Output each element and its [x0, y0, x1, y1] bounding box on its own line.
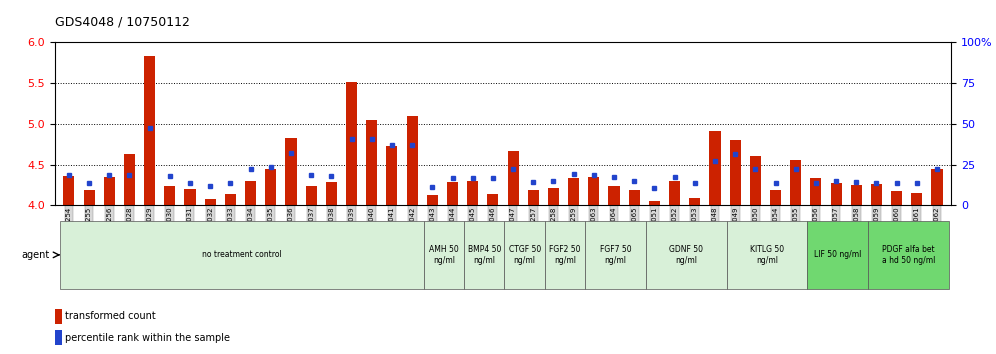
Bar [406, 116, 417, 205]
Text: FGF2 50
ng/ml: FGF2 50 ng/ml [550, 245, 581, 264]
Bar [164, 186, 175, 205]
Bar [464, 221, 505, 289]
Bar [306, 186, 317, 205]
Bar [545, 221, 586, 289]
Bar [286, 138, 297, 205]
Bar [891, 192, 902, 205]
Bar [144, 56, 155, 205]
Bar [586, 221, 645, 289]
Bar [568, 178, 580, 205]
Bar [61, 221, 423, 289]
Bar [931, 170, 942, 205]
Bar [245, 181, 256, 205]
Bar [505, 221, 545, 289]
Bar [851, 185, 862, 205]
Bar [811, 178, 822, 205]
Bar [487, 194, 498, 205]
Bar [184, 189, 195, 205]
Text: transformed count: transformed count [65, 311, 155, 321]
Bar [726, 221, 808, 289]
Bar [645, 221, 726, 289]
Bar [265, 170, 276, 205]
Bar [911, 193, 922, 205]
Bar [326, 182, 337, 205]
Bar [423, 221, 464, 289]
Text: AMH 50
ng/ml: AMH 50 ng/ml [429, 245, 459, 264]
Text: GDNF 50
ng/ml: GDNF 50 ng/ml [669, 245, 703, 264]
Text: LIF 50 ng/ml: LIF 50 ng/ml [814, 250, 862, 259]
Bar [447, 182, 458, 205]
Bar [508, 151, 519, 205]
Bar [868, 221, 948, 289]
Bar [750, 156, 761, 205]
Bar [386, 146, 397, 205]
Text: PDGF alfa bet
a hd 50 ng/ml: PDGF alfa bet a hd 50 ng/ml [881, 245, 935, 264]
Bar [770, 190, 781, 205]
Bar [730, 140, 741, 205]
Bar [669, 181, 680, 205]
Text: CTGF 50
ng/ml: CTGF 50 ng/ml [509, 245, 541, 264]
Bar [648, 201, 660, 205]
Bar [367, 120, 377, 205]
Bar [548, 188, 559, 205]
Bar [346, 82, 358, 205]
Bar [104, 177, 115, 205]
Bar [628, 190, 639, 205]
Text: no treatment control: no treatment control [202, 250, 282, 259]
Bar [831, 183, 842, 205]
Bar [808, 221, 868, 289]
Bar [84, 190, 95, 205]
Bar [124, 154, 135, 205]
Text: agent: agent [22, 250, 50, 260]
Bar [609, 186, 620, 205]
Bar [64, 176, 75, 205]
Bar [871, 184, 882, 205]
Bar [225, 194, 236, 205]
Text: FGF7 50
ng/ml: FGF7 50 ng/ml [600, 245, 631, 264]
Bar [205, 199, 216, 205]
Bar [426, 195, 438, 205]
Bar [709, 131, 720, 205]
Bar [55, 330, 62, 345]
Text: BMP4 50
ng/ml: BMP4 50 ng/ml [467, 245, 501, 264]
Text: GDS4048 / 10750112: GDS4048 / 10750112 [55, 15, 189, 28]
Bar [589, 177, 600, 205]
Text: KITLG 50
ng/ml: KITLG 50 ng/ml [750, 245, 784, 264]
Text: percentile rank within the sample: percentile rank within the sample [65, 332, 230, 343]
Bar [55, 309, 62, 324]
Bar [790, 160, 801, 205]
Bar [467, 181, 478, 205]
Bar [689, 198, 700, 205]
Bar [528, 190, 539, 205]
